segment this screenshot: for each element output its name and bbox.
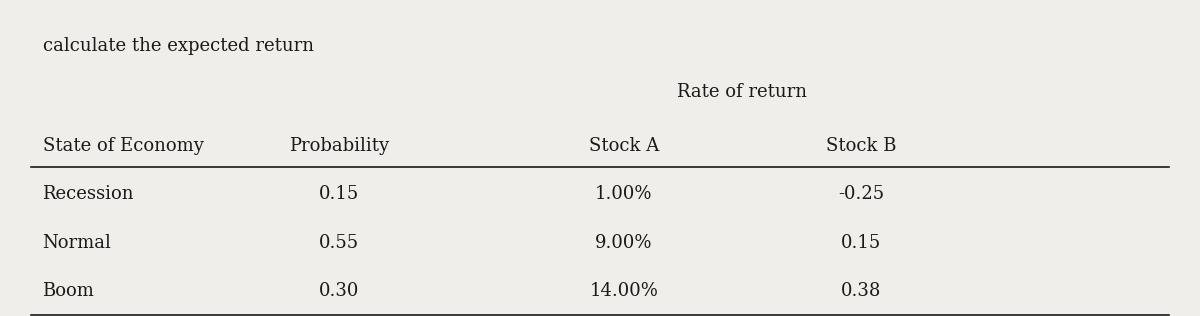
Text: Recession: Recession	[42, 185, 134, 203]
Text: Rate of return: Rate of return	[677, 82, 808, 100]
Text: 14.00%: 14.00%	[589, 282, 658, 300]
Text: Normal: Normal	[42, 234, 112, 252]
Text: Probability: Probability	[289, 137, 389, 155]
Text: 0.55: 0.55	[319, 234, 359, 252]
Text: 1.00%: 1.00%	[595, 185, 653, 203]
Text: 9.00%: 9.00%	[595, 234, 653, 252]
Text: -0.25: -0.25	[838, 185, 884, 203]
Text: 0.38: 0.38	[841, 282, 881, 300]
Text: State of Economy: State of Economy	[42, 137, 204, 155]
Text: 0.15: 0.15	[319, 185, 359, 203]
Text: Stock B: Stock B	[826, 137, 896, 155]
Text: 0.30: 0.30	[319, 282, 359, 300]
Text: Boom: Boom	[42, 282, 95, 300]
Text: calculate the expected return: calculate the expected return	[42, 37, 313, 55]
Text: Stock A: Stock A	[588, 137, 659, 155]
Text: 0.15: 0.15	[841, 234, 881, 252]
